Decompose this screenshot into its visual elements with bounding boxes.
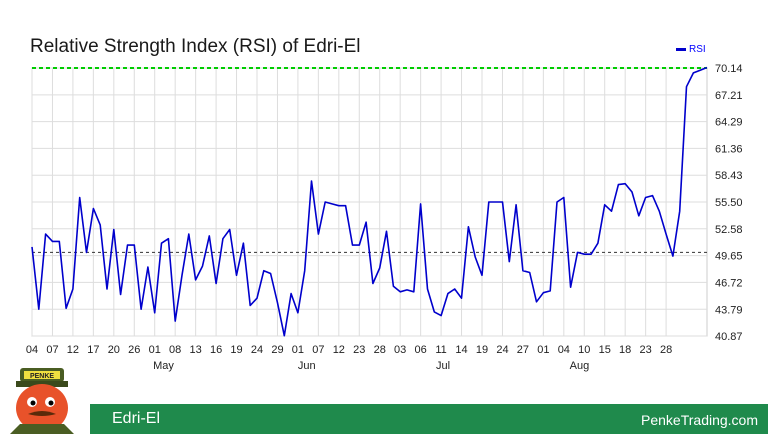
x-tick-label: 14 xyxy=(455,344,467,356)
x-tick-label: 26 xyxy=(128,344,140,356)
x-tick-label: 19 xyxy=(476,344,488,356)
x-tick-label: 11 xyxy=(435,344,446,356)
y-tick-label: 55.50 xyxy=(715,197,743,209)
x-tick-label: 15 xyxy=(599,344,611,356)
x-tick-label: 18 xyxy=(619,344,631,356)
x-tick-label: 07 xyxy=(312,344,324,356)
x-tick-label: 28 xyxy=(660,344,672,356)
penke-mascot-logo: PENKE xyxy=(10,368,74,434)
y-tick-label: 52.58 xyxy=(715,224,743,236)
month-label: Aug xyxy=(570,360,590,372)
rsi-series-line xyxy=(31,66,708,337)
x-tick-label: 29 xyxy=(271,344,283,356)
month-label: Jul xyxy=(436,360,450,372)
x-tick-label: 04 xyxy=(26,344,38,356)
x-tick-label: 19 xyxy=(230,344,242,356)
x-tick-label: 04 xyxy=(558,344,570,356)
x-tick-label: 13 xyxy=(190,344,202,356)
x-tick-label: 03 xyxy=(394,344,406,356)
mascot-hat-text: PENKE xyxy=(30,373,54,380)
month-label: May xyxy=(153,360,174,372)
x-tick-label: 01 xyxy=(292,344,304,356)
month-label: Jun xyxy=(298,360,316,372)
y-tick-label: 64.29 xyxy=(715,117,743,129)
chart-title: Relative Strength Index (RSI) of Edri-El xyxy=(30,36,361,57)
legend: RSI xyxy=(676,44,706,55)
y-tick-label: 61.36 xyxy=(715,143,743,155)
x-tick-label: 01 xyxy=(537,344,549,356)
x-tick-label: 01 xyxy=(149,344,161,356)
x-tick-label: 12 xyxy=(67,344,79,356)
x-tick-label: 23 xyxy=(353,344,365,356)
x-tick-label: 24 xyxy=(251,344,263,356)
x-tick-label: 28 xyxy=(374,344,386,356)
footer-symbol: Edri-El xyxy=(112,410,161,427)
footer-bar: Edri-El PenkeTrading.com xyxy=(90,404,768,434)
y-tick-label: 70.14 xyxy=(715,63,743,75)
footer-site-link[interactable]: PenkeTrading.com xyxy=(641,412,758,428)
rsi-chart: 70.14 67.21 64.29 61.36 58.43 55.50 52.58 49.65… xyxy=(26,63,743,372)
y-tick-label: 49.65 xyxy=(715,251,743,263)
x-tick-label: 12 xyxy=(333,344,345,356)
y-tick-label: 46.72 xyxy=(715,277,743,289)
x-tick-label: 10 xyxy=(578,344,590,356)
x-tick-label: 27 xyxy=(517,344,529,356)
y-tick-label: 43.79 xyxy=(715,304,743,316)
x-tick-label: 24 xyxy=(496,344,508,356)
x-tick-label: 08 xyxy=(169,344,181,356)
y-tick-label: 40.87 xyxy=(715,331,743,343)
x-tick-label: 20 xyxy=(108,344,120,356)
x-tick-label: 16 xyxy=(210,344,222,356)
y-tick-label: 67.21 xyxy=(715,90,743,102)
x-tick-label: 23 xyxy=(640,344,652,356)
x-tick-label: 07 xyxy=(46,344,58,356)
x-tick-label: 06 xyxy=(415,344,427,356)
legend-swatch xyxy=(676,47,686,51)
legend-label-rsi: RSI xyxy=(689,44,706,55)
y-tick-label: 58.43 xyxy=(715,170,743,182)
x-tick-label: 17 xyxy=(87,344,99,356)
